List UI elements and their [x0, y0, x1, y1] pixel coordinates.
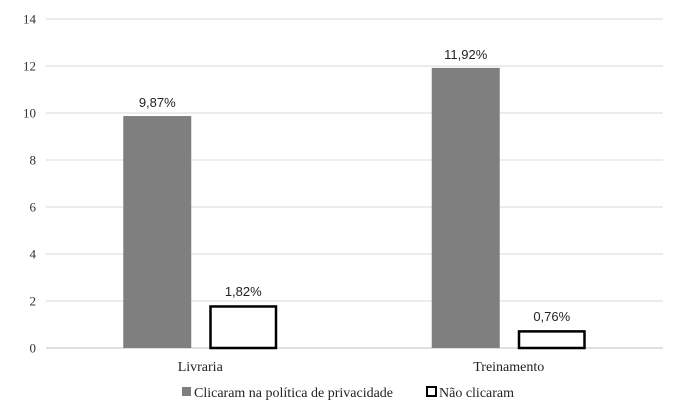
- y-tick-label: 6: [30, 200, 37, 215]
- category-label: Treinamento: [473, 360, 544, 375]
- bar-clicked-treinamento: [431, 67, 500, 348]
- y-tick-label: 0: [30, 341, 37, 356]
- legend-swatch: [182, 387, 191, 396]
- y-tick-label: 4: [30, 247, 37, 262]
- y-tick-label: 8: [30, 153, 37, 168]
- legend-label: Clicaram na política de privacidade: [194, 386, 393, 401]
- bars: [123, 67, 586, 350]
- legend-swatch: [426, 386, 437, 397]
- legend: Clicaram na política de privacidade Não c…: [182, 386, 514, 401]
- bar-not-clicked-treinamento: [517, 330, 586, 350]
- bar-not-clicked-livraria: [209, 305, 278, 350]
- data-label: 11,92%: [444, 47, 488, 62]
- data-label: 1,82%: [225, 284, 262, 299]
- legend-label: Não clicaram: [439, 386, 514, 401]
- data-labels: 9,87% 1,82% 11,92% 0,76%: [139, 47, 571, 324]
- y-axis-tick-labels: 0 2 4 6 8 10 12 14: [23, 12, 37, 356]
- bar-clicked-livraria: [123, 116, 192, 349]
- y-tick-label: 14: [23, 12, 37, 27]
- category-labels: Livraria Treinamento: [178, 360, 545, 375]
- data-label: 9,87%: [139, 95, 176, 110]
- y-tick-label: 10: [23, 106, 36, 121]
- y-tick-label: 12: [23, 59, 36, 74]
- data-label: 0,76%: [533, 309, 570, 324]
- y-tick-label: 2: [30, 294, 37, 309]
- category-label: Livraria: [178, 360, 224, 375]
